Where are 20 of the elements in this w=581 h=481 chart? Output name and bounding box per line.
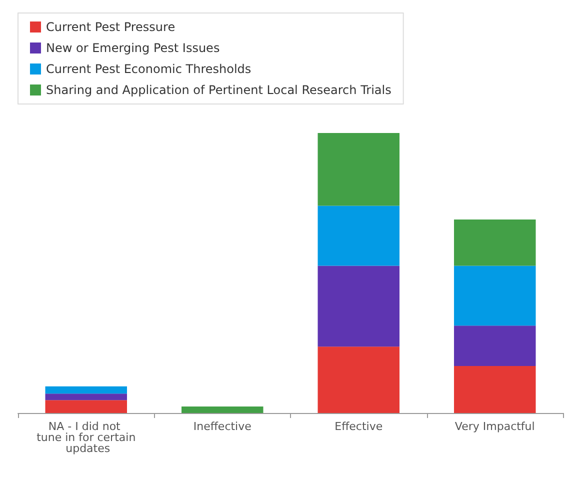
- bar: [45, 386, 127, 394]
- x-tick-label: Very Impactful: [454, 420, 535, 433]
- bar: [318, 206, 400, 266]
- bar: [318, 346, 400, 413]
- legend-label: Sharing and Application of Pertinent Local Research Trials: [46, 83, 392, 97]
- bar: [318, 133, 400, 206]
- bar: [454, 326, 536, 366]
- legend-label: New or Emerging Pest Issues: [46, 41, 220, 55]
- bar: [318, 266, 400, 347]
- bar: [454, 366, 536, 413]
- bar: [454, 220, 536, 266]
- x-tick-label: Effective: [334, 420, 383, 433]
- bar: [454, 266, 536, 326]
- legend-label: Current Pest Economic Thresholds: [46, 62, 252, 76]
- bar: [45, 400, 127, 413]
- legend-label: Current Pest Pressure: [46, 20, 176, 34]
- bar: [182, 406, 264, 413]
- bar: [45, 394, 127, 400]
- x-tick-label: NA - I did not tune in for certain updates: [36, 420, 136, 455]
- x-tick-label: Ineffective: [193, 420, 252, 433]
